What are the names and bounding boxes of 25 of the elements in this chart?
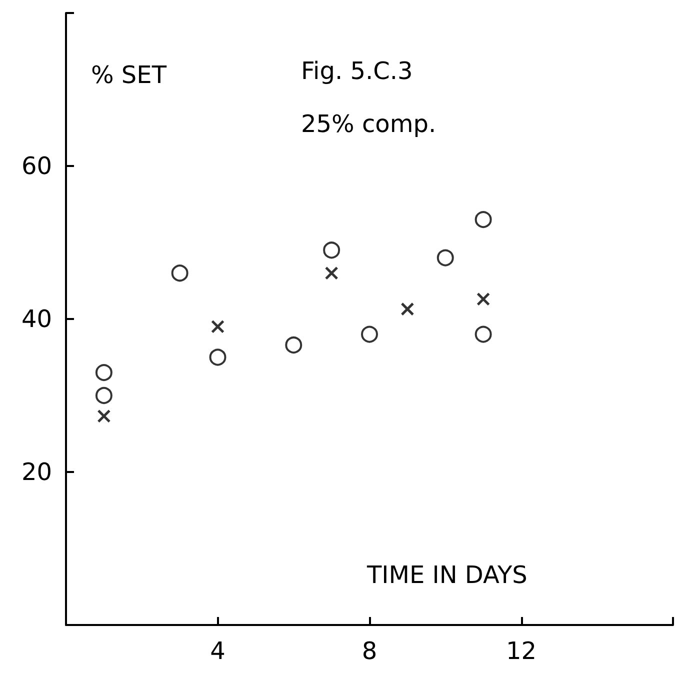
point [474,211,492,228]
point [324,266,338,280]
y-tick-label: 60 [21,152,52,180]
point [171,264,188,282]
text: 25% comp. [301,110,436,138]
point [474,326,492,343]
point [285,336,302,354]
y-tick-label: 40 [21,305,52,333]
point [476,292,490,306]
point [95,387,112,404]
point [211,320,224,334]
point [95,364,112,382]
point [400,302,414,316]
point [209,348,226,366]
point [436,249,454,266]
y-axis-title: % SET [91,61,167,89]
x-axis-title: TIME IN DAYS [366,561,528,589]
y-tick-label: 20 [21,458,52,486]
text: Fig. 5.C.3 [301,57,413,85]
x-tick-label: 4 [210,637,226,665]
point [361,326,378,343]
x-tick-label: 8 [362,637,378,665]
x-tick-label: 12 [506,637,537,665]
point [97,409,111,423]
point [323,242,340,259]
